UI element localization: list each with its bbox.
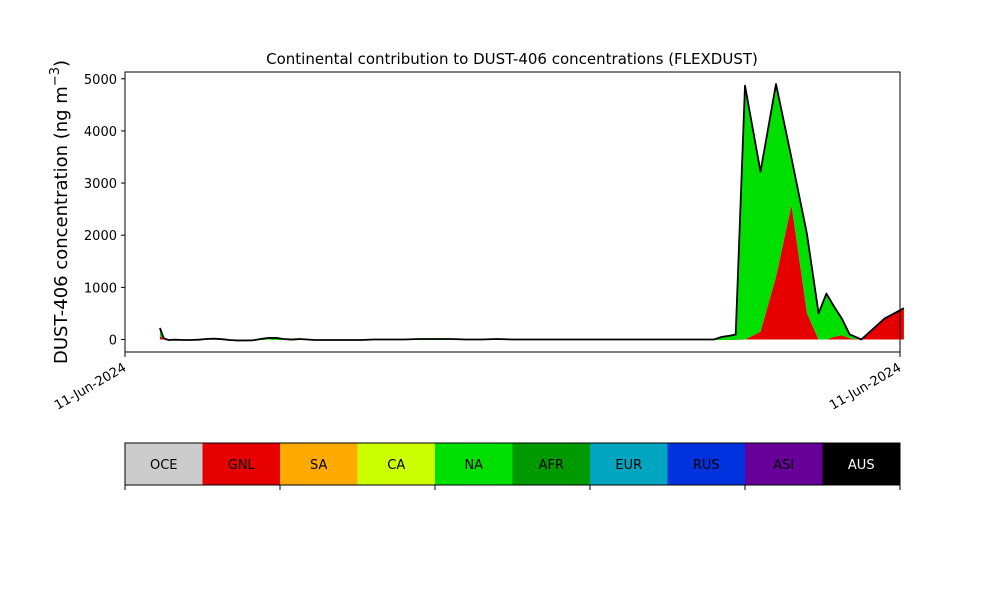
y-axis-label-exponent: −3 xyxy=(48,67,63,86)
legend-swatch-aus xyxy=(822,443,901,485)
x-axis: 11-Jun-2024 11-Jun-2024 xyxy=(52,352,904,413)
y-axis-label-main: DUST-406 concentration (ng m xyxy=(51,86,72,364)
area-series-na xyxy=(159,84,904,341)
y-tick-label: 4000 xyxy=(84,125,117,140)
series-layer xyxy=(159,84,904,341)
y-tick-label: 3000 xyxy=(84,177,117,192)
legend-swatch-rus xyxy=(667,443,746,485)
y-axis: 0 1000 2000 3000 4000 5000 xyxy=(84,73,125,348)
legend-swatch-eur xyxy=(590,443,668,485)
legend-swatch-ca xyxy=(357,443,436,485)
legend-label-rus: RUS xyxy=(693,458,720,473)
legend-label-oce: OCE xyxy=(150,458,178,473)
legend-swatch-na xyxy=(435,443,513,485)
y-tick-label: 1000 xyxy=(84,281,117,296)
chart-title: Continental contribution to DUST-406 con… xyxy=(266,50,758,68)
legend-color-bar: OCE GNL SA CA NA AFR EUR RUS ASI AUS xyxy=(124,442,901,490)
area-series-gnl xyxy=(159,205,904,341)
legend-label-ca: CA xyxy=(387,458,405,473)
legend-label-eur: EUR xyxy=(615,458,642,473)
y-axis-label: DUST-406 concentration (ng m−3) xyxy=(48,60,72,364)
legend-label-gnl: GNL xyxy=(228,458,256,473)
total-concentration-line xyxy=(159,83,905,342)
total-line-layer xyxy=(159,83,905,342)
plot-frame xyxy=(124,71,901,353)
y-tick-label: 2000 xyxy=(84,229,117,244)
y-tick-label: 0 xyxy=(109,333,117,348)
x-tick-label: 11-Jun-2024 xyxy=(827,360,904,413)
legend-swatch-gnl xyxy=(202,443,281,485)
y-tick-label: 5000 xyxy=(84,73,117,88)
legend-frame xyxy=(124,442,901,486)
legend-label-asi: ASI xyxy=(773,458,794,473)
legend-swatch-sa xyxy=(280,443,358,485)
x-tick-label: 11-Jun-2024 xyxy=(52,360,129,413)
legend-swatch-afr xyxy=(512,443,591,485)
legend-label-na: NA xyxy=(464,458,483,473)
legend-label-afr: AFR xyxy=(539,458,564,473)
legend-label-aus: AUS xyxy=(848,458,875,473)
legend-label-sa: SA xyxy=(310,458,327,473)
y-axis-label-close: ) xyxy=(51,60,72,67)
legend-swatch-oce xyxy=(125,443,203,485)
legend-swatch-asi xyxy=(745,443,823,485)
